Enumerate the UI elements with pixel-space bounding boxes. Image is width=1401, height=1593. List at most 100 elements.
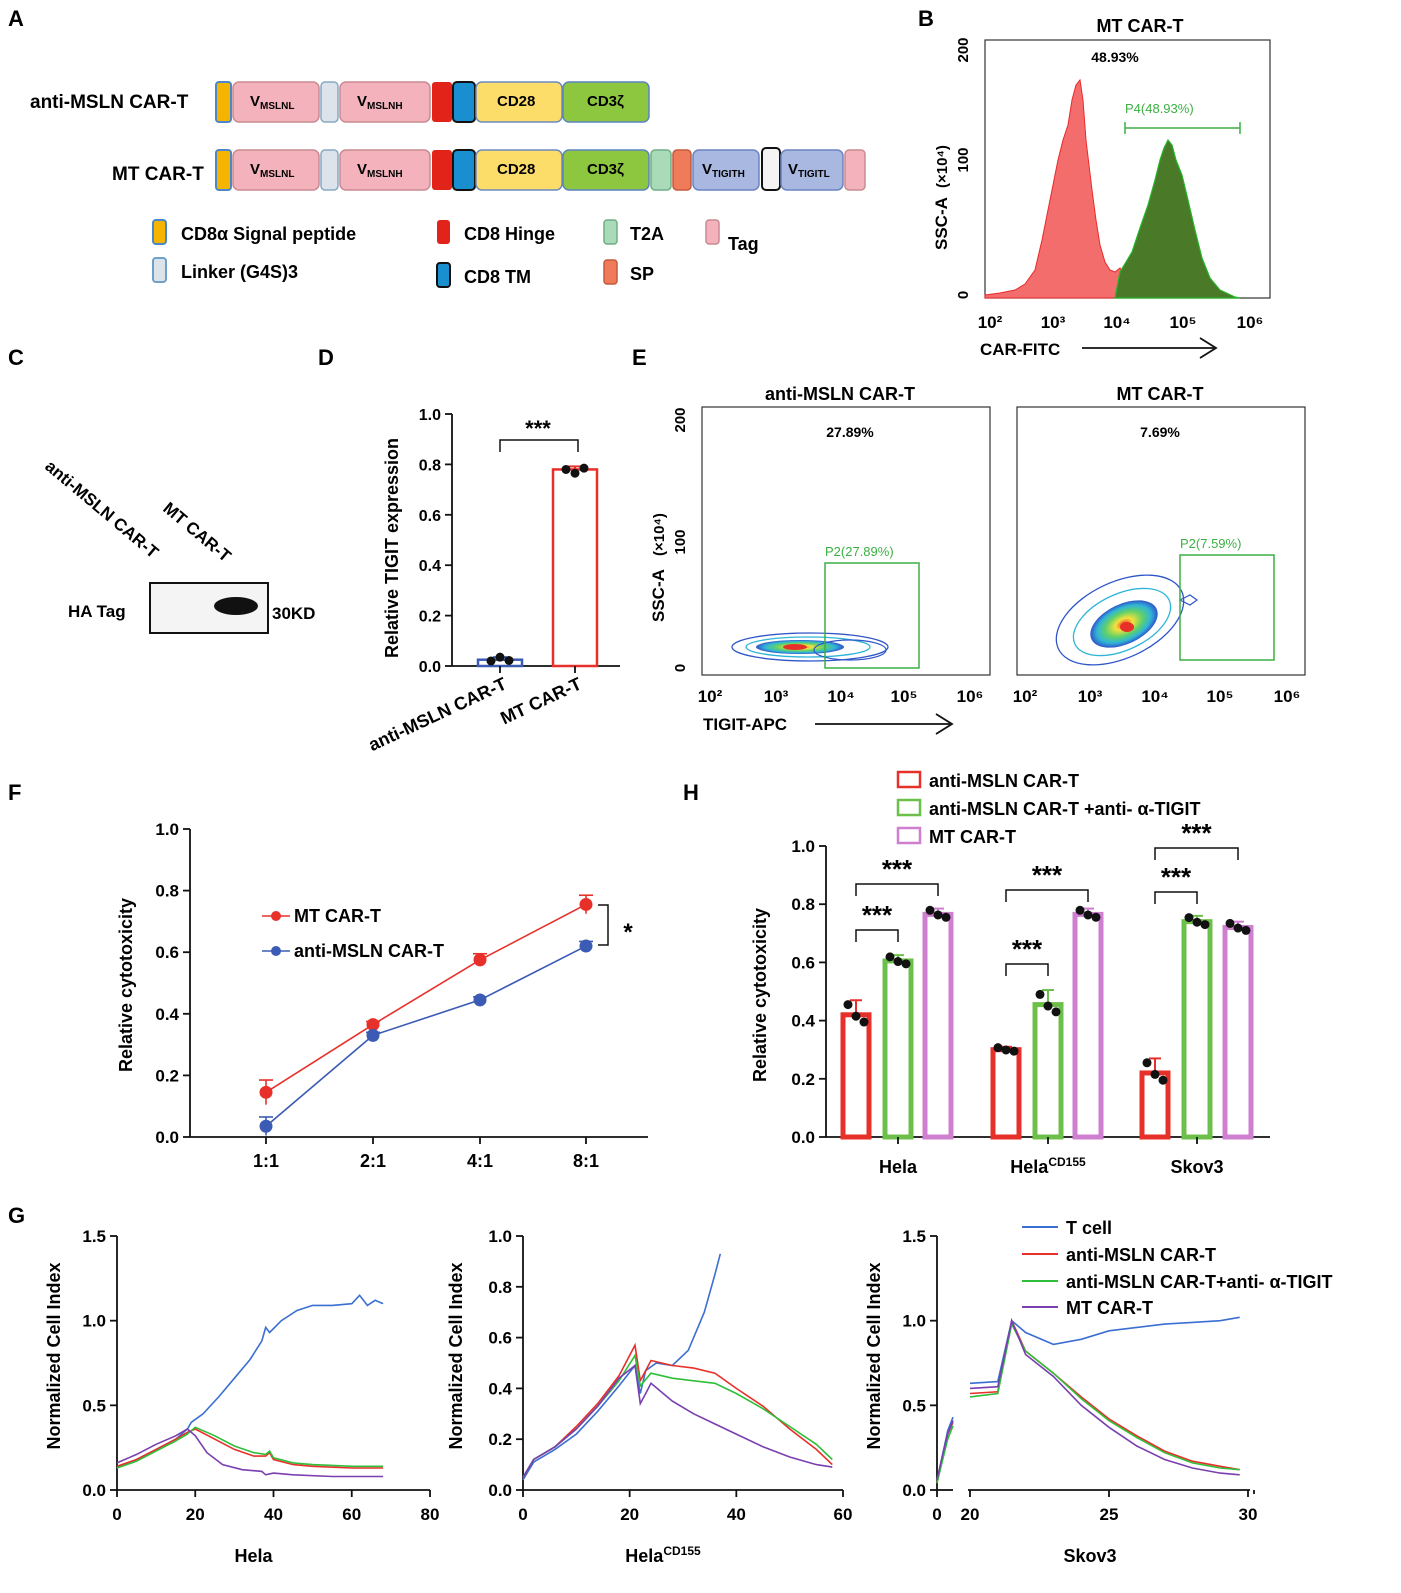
chart-g1-series-line [116, 1428, 384, 1469]
chart-h-y-tick-label: 0.4 [791, 1012, 815, 1031]
vh-block [339, 81, 431, 123]
legend-swatch-linker [152, 257, 167, 283]
chart-g1-y-tick-label: 1.5 [82, 1227, 106, 1246]
flow-e-yunit: (×10⁴) [651, 513, 668, 556]
chart-h-significance: *** [1161, 862, 1192, 892]
chart-h-data-point [1158, 1075, 1168, 1085]
chart-d-y-tick-label: 0.2 [419, 609, 441, 626]
chart-f-y-tick-label: 0.2 [155, 1066, 179, 1085]
chart-g3-series-line [969, 1317, 1240, 1476]
flow-e-ytick: 100 [672, 529, 689, 554]
chart-h-data-point [901, 959, 911, 969]
chart-g1-x-tick-label: 0 [112, 1505, 121, 1524]
construct-label-mt: MT CAR-T [112, 164, 204, 185]
blot-size-label: 30KD [272, 604, 315, 623]
chart-h-data-point [1192, 917, 1202, 927]
chart-f-ylabel: Relative cytotoxicity [116, 898, 136, 1072]
flow-b-xtick: 10⁶ [1237, 313, 1264, 332]
legend-swatch-t2a [603, 219, 618, 245]
chart-h-legend-swatch-1 [896, 770, 922, 789]
flow-e-arrowhead [935, 713, 954, 735]
chart-f-data-point [259, 1085, 273, 1099]
chart-g3-xlabel: Skov3 [1063, 1546, 1116, 1566]
chart-h-legend-label-2: anti-MSLN CAR-T +anti- α-TIGIT [929, 799, 1201, 819]
panel-f-line-chart: Relative cytotoxicity * MT CAR-T anti-MS… [116, 820, 648, 1171]
cd28-block [475, 81, 563, 123]
panel-letter-a: A [8, 6, 24, 31]
panel-e-flow-contours: anti-MSLN CAR-T MT CAR-T 27.89% 7.69% P2… [649, 384, 1306, 735]
chart-d-y-tick-label: 0.0 [419, 659, 441, 676]
vh-label: VMSLNH [357, 93, 403, 112]
blot-band [214, 597, 258, 615]
chart-f-legend-label-anti: anti-MSLN CAR-T [294, 941, 444, 961]
flow-b-negative-peak [984, 78, 1125, 299]
chart-f-x-tick-label: 1:1 [253, 1151, 279, 1171]
vtigith-label: VTIGITH [702, 161, 745, 180]
panel-letter-b: B [918, 6, 934, 31]
vl-block [232, 149, 320, 191]
legend-label-sp: SP [630, 264, 654, 284]
chart-g2-ylabel: Normalized Cell Index [446, 1262, 466, 1449]
blot-row-label: HA Tag [68, 602, 126, 621]
flow-b-xtick: 10² [978, 313, 1003, 332]
chart-f-y-tick-label: 0.8 [155, 882, 179, 901]
chart-g2-y-tick-label: 0.2 [488, 1430, 512, 1449]
chart-g2-series-line [522, 1353, 833, 1478]
chart-g3-y-tick-label: 0.0 [902, 1481, 926, 1500]
chart-h-bar [1181, 919, 1213, 1140]
flow-e-frame-1 [701, 406, 991, 676]
chart-d-sig-bracket [499, 439, 579, 452]
chart-h-sig-bracket [1154, 891, 1198, 904]
flow-b-ylabel: SSC-A [932, 197, 951, 250]
legend-label-tm: CD8 TM [464, 267, 531, 287]
cd28-label: CD28 [497, 161, 535, 178]
hinge-block [432, 82, 452, 122]
chart-g3-x-tick-label: 20 [961, 1505, 980, 1524]
chart-g1-series-line [116, 1428, 384, 1478]
chart-g1-series-line [116, 1426, 384, 1469]
vl-block [232, 81, 320, 123]
chart-h-bar [882, 958, 914, 1140]
chart-f-data-point [473, 953, 487, 967]
flow-e-xtick: 10⁵ [1207, 687, 1234, 706]
chart-g3-y-tick-label: 1.5 [902, 1227, 926, 1246]
chart-f-data-point [366, 1028, 380, 1042]
chart-h-y-tick-label: 0.8 [791, 895, 815, 914]
chart-g2-x-tick-label: 20 [620, 1505, 639, 1524]
flow-e-frame-2 [1016, 406, 1306, 676]
panel-letter-c: C [8, 345, 24, 370]
flow-b-ytick: 0 [955, 291, 972, 299]
chart-f-x-tick-label: 8:1 [573, 1151, 599, 1171]
panel-h-grouped-bar-chart: Relative cytotoxicity anti-MSLN CAR-T an… [750, 770, 1270, 1177]
legend-swatch-tag [705, 219, 720, 245]
chart-g3-series-line [969, 1318, 1240, 1471]
chart-f-series-line [265, 903, 587, 1094]
chart-h-data-point [925, 905, 935, 915]
chart-h-sig-bracket [1005, 963, 1049, 976]
chart-h-y-tick-label: 0.2 [791, 1070, 815, 1089]
cd3z-block [562, 81, 650, 123]
chart-h-data-point [885, 952, 895, 962]
signal-peptide-block [215, 149, 232, 191]
chart-g2-x-tick-label: 40 [727, 1505, 746, 1524]
chart-g3-x-tick-label: 0 [932, 1505, 941, 1524]
legend-label-hinge: CD8 Hinge [464, 224, 555, 244]
chart-g1-series-line [116, 1294, 384, 1469]
flow-e-gate-label-2: P2(7.59%) [1180, 536, 1241, 551]
chart-h-data-point [941, 912, 951, 922]
chart-h-legend-swatch-3 [896, 826, 922, 845]
chart-h-data-point [1001, 1045, 1011, 1055]
flow-b-xtick: 10³ [1041, 313, 1066, 332]
chart-g2-x-tick-label: 0 [518, 1505, 527, 1524]
chart-h-x-tick-label: Hela [879, 1157, 918, 1177]
chart-h-x-tick-label: Skov3 [1170, 1157, 1223, 1177]
flow-e-gate-1 [824, 562, 920, 669]
chart-f-data-point [579, 939, 593, 953]
chart-g1-y-tick-label: 0.0 [82, 1481, 106, 1500]
chart-f-sig-bracket [598, 904, 609, 946]
chart-h-bar [1032, 1002, 1064, 1140]
chart-h-bar [990, 1047, 1022, 1140]
chart-g2-series-line [522, 1253, 722, 1481]
t2a-block [650, 149, 672, 191]
chart-h-data-point [859, 1017, 869, 1027]
